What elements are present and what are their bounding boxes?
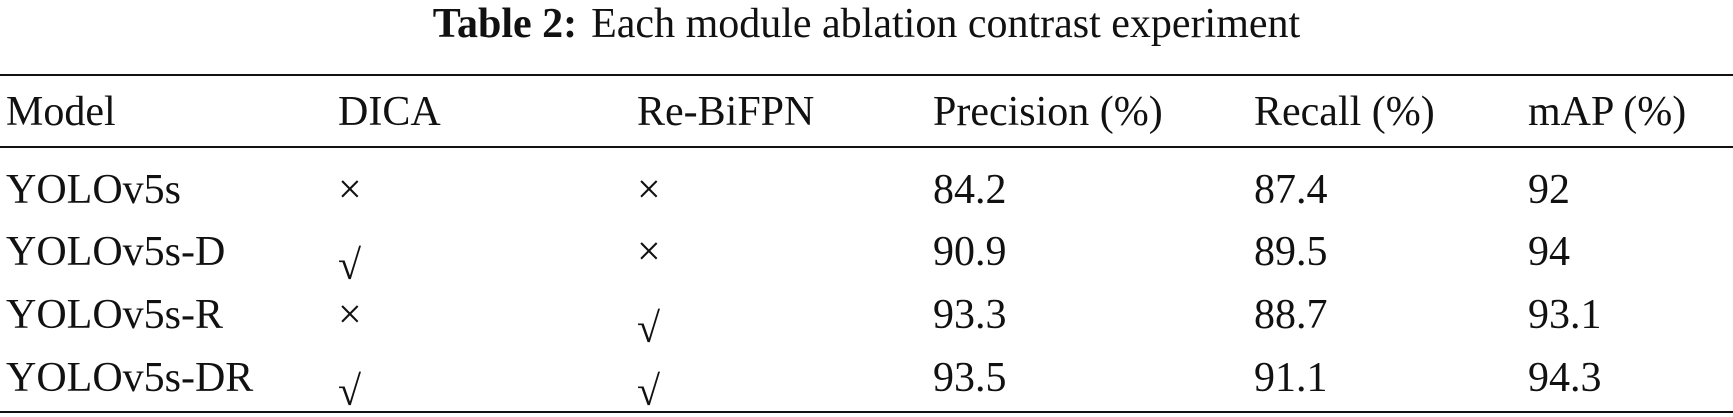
table-cell: 94.3 xyxy=(1528,355,1602,401)
table-cell: √ xyxy=(637,369,661,415)
table-cell: 88.7 xyxy=(1254,292,1328,338)
top-rule xyxy=(0,74,1733,76)
table-cell: 84.2 xyxy=(933,167,1007,213)
bottom-rule xyxy=(0,411,1733,413)
table-cell: 91.1 xyxy=(1254,355,1328,401)
table-cell: YOLOv5s-R xyxy=(6,292,223,338)
table-cell: × xyxy=(637,167,661,213)
table-cell: 93.3 xyxy=(933,292,1007,338)
table-cell: √ xyxy=(338,369,362,415)
caption-text: Each module ablation contrast experiment xyxy=(591,1,1301,47)
table-cell: × xyxy=(338,167,362,213)
table-cell: √ xyxy=(338,243,362,289)
table-cell: 90.9 xyxy=(933,229,1007,275)
table-cell: 93.1 xyxy=(1528,292,1602,338)
header-cell: Model xyxy=(6,89,116,135)
table-cell: YOLOv5s-DR xyxy=(6,355,254,401)
table-cell: 87.4 xyxy=(1254,167,1328,213)
header-cell: Precision (%) xyxy=(933,89,1163,135)
table-cell: × xyxy=(637,229,661,275)
table-cell: 92 xyxy=(1528,167,1570,213)
table-cell: YOLOv5s-D xyxy=(6,229,226,275)
caption-label: Table 2: xyxy=(432,1,578,47)
table-cell: 94 xyxy=(1528,229,1570,275)
table-cell: × xyxy=(338,292,362,338)
table-cell: 93.5 xyxy=(933,355,1007,401)
table-cell: 89.5 xyxy=(1254,229,1328,275)
mid-rule xyxy=(0,146,1733,148)
header-cell: Recall (%) xyxy=(1254,89,1435,135)
header-cell: DICA xyxy=(338,89,441,135)
header-cell: mAP (%) xyxy=(1528,89,1687,135)
table-cell: YOLOv5s xyxy=(6,167,181,213)
table-cell: √ xyxy=(637,306,661,352)
header-cell: Re-BiFPN xyxy=(637,89,815,135)
table-caption: Table 2: Each module ablation contrast ex… xyxy=(0,0,1733,48)
